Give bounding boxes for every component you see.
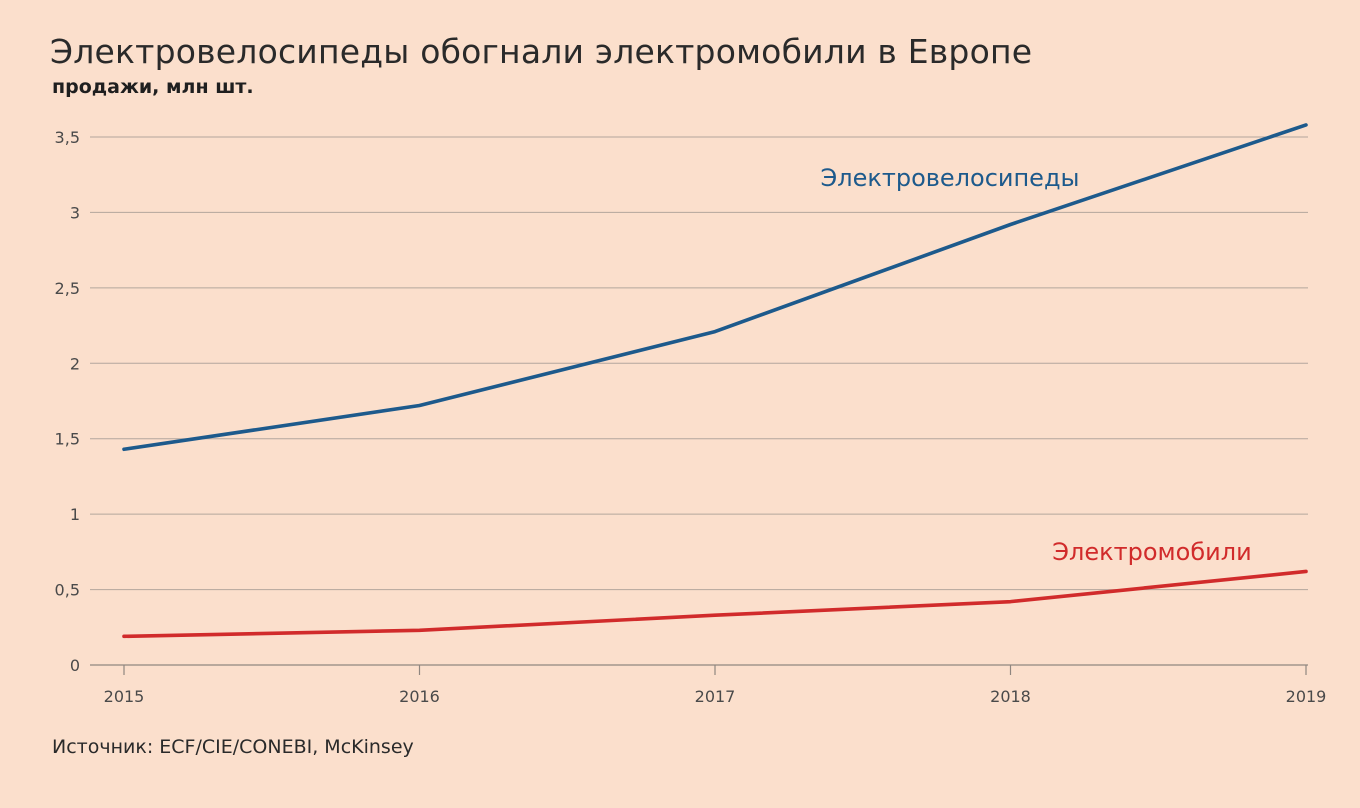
y-tick-label: 2: [70, 354, 80, 373]
x-tick-label: 2015: [104, 687, 145, 706]
label-layer: Электровелосипеды Электромобили: [821, 164, 1252, 566]
y-tick-label: 0,5: [55, 581, 80, 600]
y-tick-label: 1,5: [55, 430, 80, 449]
x-tick-label: 2016: [399, 687, 440, 706]
series-line-1: [122, 569, 1308, 639]
y-tick-label: 1: [70, 505, 80, 524]
chart-subtitle: продажи, млн шт.: [52, 76, 254, 98]
series-label-1: Электромобили: [1052, 538, 1251, 566]
y-tick-label: 2,5: [55, 279, 80, 298]
series-layer: [122, 123, 1308, 639]
chart-source: Источник: ECF/CIE/CONEBI, McKinsey: [52, 736, 414, 758]
y-tick-label: 3: [70, 203, 80, 222]
y-tick-label: 3,5: [55, 128, 80, 147]
series-label-0: Электровелосипеды: [821, 164, 1080, 192]
x-tick-label: 2018: [990, 687, 1031, 706]
chart-title: Электровелосипеды обогнали электромобили…: [50, 32, 1033, 71]
x-tick-label: 2019: [1286, 687, 1327, 706]
x-tick-label: 2017: [695, 687, 736, 706]
series-line-0: [122, 123, 1308, 452]
grid-layer: [90, 136, 1308, 591]
y-tick-label: 0: [70, 656, 80, 675]
axis-layer: 0 0,5 1 1,5 2 2,5 3 3,5 2015 2016 2017 2018 2019: [55, 128, 1327, 706]
